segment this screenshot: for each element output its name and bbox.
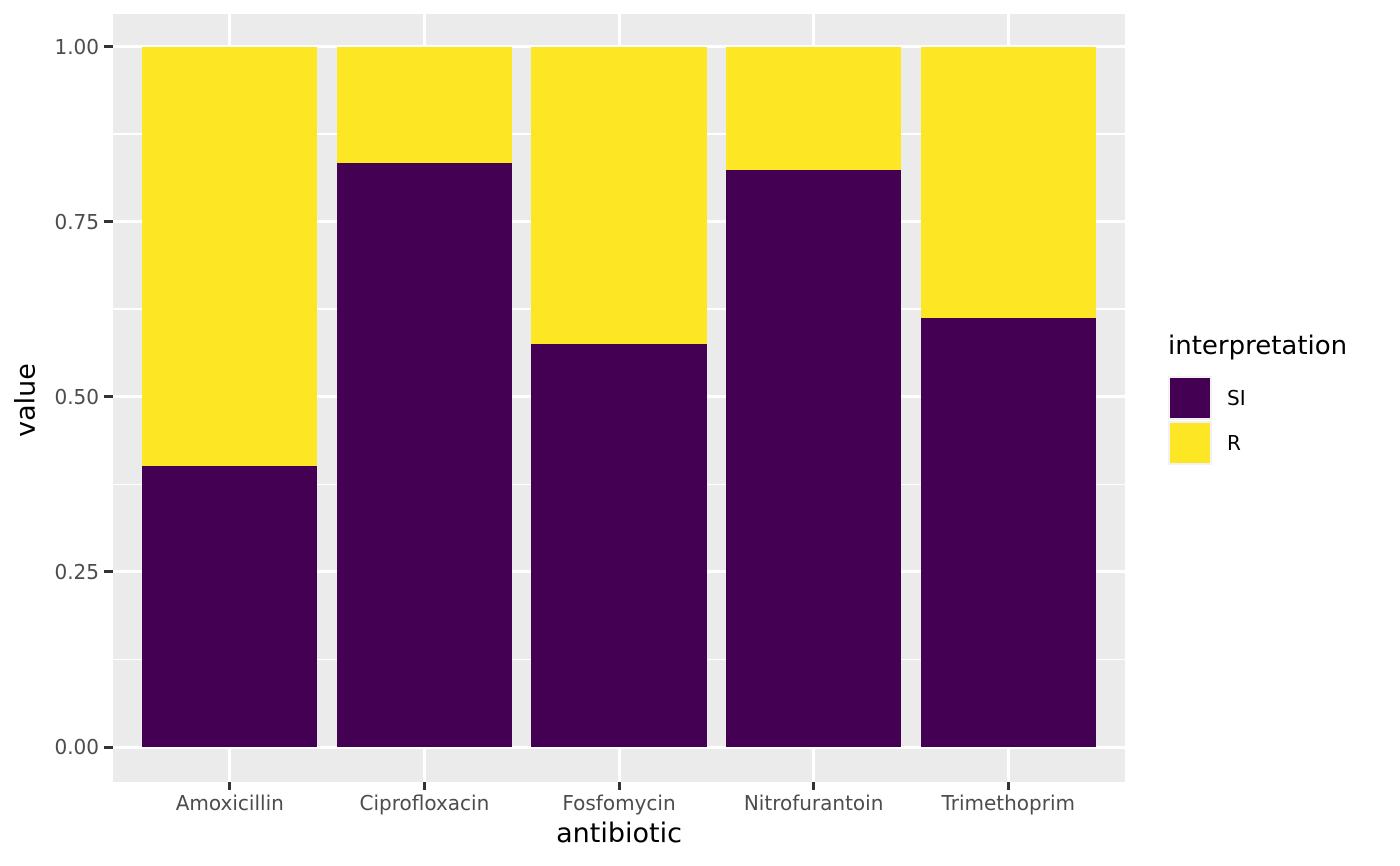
bar-segment-r-nitrofurantoin [726,46,902,170]
x-tick-mark [617,782,621,790]
bar-segment-si-ciprofloxacin [336,163,512,747]
y-tick-mark [104,570,113,574]
y-tick-mark [104,45,113,48]
x-tick-label: Nitrofurantoin [743,791,884,815]
y-axis-title: value [10,363,42,437]
bar-segment-r-trimethoprim [920,46,1096,318]
y-tick-mark [104,745,113,749]
bar-segment-r-amoxicillin [142,46,318,467]
legend-label: SI [1227,386,1246,410]
y-tick-label: 0.25 [54,559,99,584]
x-tick-mark [1006,782,1010,790]
x-tick-mark [812,782,816,790]
bar-segment-r-fosfomycin [531,46,707,345]
bar-segment-si-amoxicillin [142,466,318,747]
legend-entries: SI R [1168,376,1347,465]
legend-entry-r: R [1168,421,1347,465]
y-tick-mark [104,395,113,399]
x-tick-mark [422,782,426,790]
bar-segment-r-ciprofloxacin [336,46,512,164]
x-tick-label: Ciprofloxacin [359,791,490,815]
y-tick-label: 1.00 [54,34,99,59]
legend-entry-si: SI [1168,376,1347,420]
legend-key-r [1168,421,1212,465]
plot-panel [113,14,1125,782]
y-tick-label: 0.75 [54,209,99,234]
x-tick-label: Trimethoprim [941,791,1075,815]
bar-segment-si-trimethoprim [920,317,1096,747]
x-tick-label: Fosfomycin [562,791,676,815]
bar-segment-si-nitrofurantoin [726,169,902,747]
legend-title: interpretation [1168,331,1348,361]
legend-label: R [1227,431,1241,455]
x-tick-mark [228,782,232,790]
bar-segment-si-fosfomycin [531,344,707,747]
x-tick-label: Amoxicillin [175,791,284,815]
y-tick-label: 0.00 [54,735,99,759]
x-axis-title: antibiotic [556,818,682,849]
legend-key-si [1168,376,1212,420]
legend: interpretation SI R [1168,331,1347,466]
y-tick-mark [104,220,113,224]
y-tick-label: 0.50 [54,384,99,409]
